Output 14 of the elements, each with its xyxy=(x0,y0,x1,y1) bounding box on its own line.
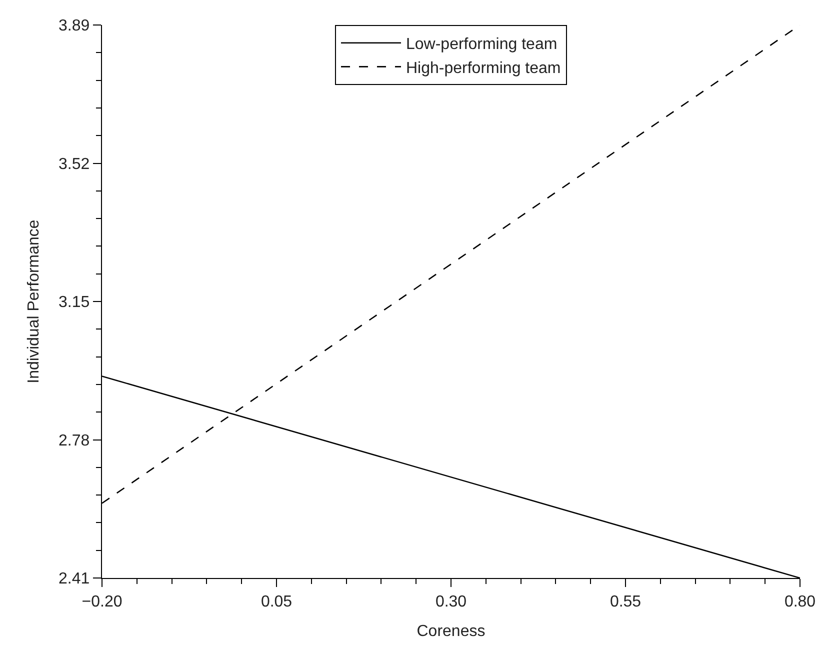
legend-label: High-performing team xyxy=(406,60,561,77)
x-tick-label: −0.20 xyxy=(82,593,122,610)
x-tick-label: 0.55 xyxy=(610,593,642,610)
y-tick-label: 3.89 xyxy=(58,18,90,35)
y-tick-label: 2.78 xyxy=(58,432,90,450)
legend-label: Low-performing team xyxy=(406,36,558,54)
x-tick-label: 0.05 xyxy=(260,593,292,610)
x-axis-title: Coreness xyxy=(416,623,486,640)
x-tick-label: 0.80 xyxy=(784,593,816,610)
x-tick-label: 0.30 xyxy=(435,593,467,610)
y-tick-label: 2.41 xyxy=(58,570,90,588)
y-tick-label: 3.15 xyxy=(58,294,90,312)
y-axis-title: Individual Performance xyxy=(25,220,42,384)
y-tick-label: 3.52 xyxy=(58,156,90,173)
